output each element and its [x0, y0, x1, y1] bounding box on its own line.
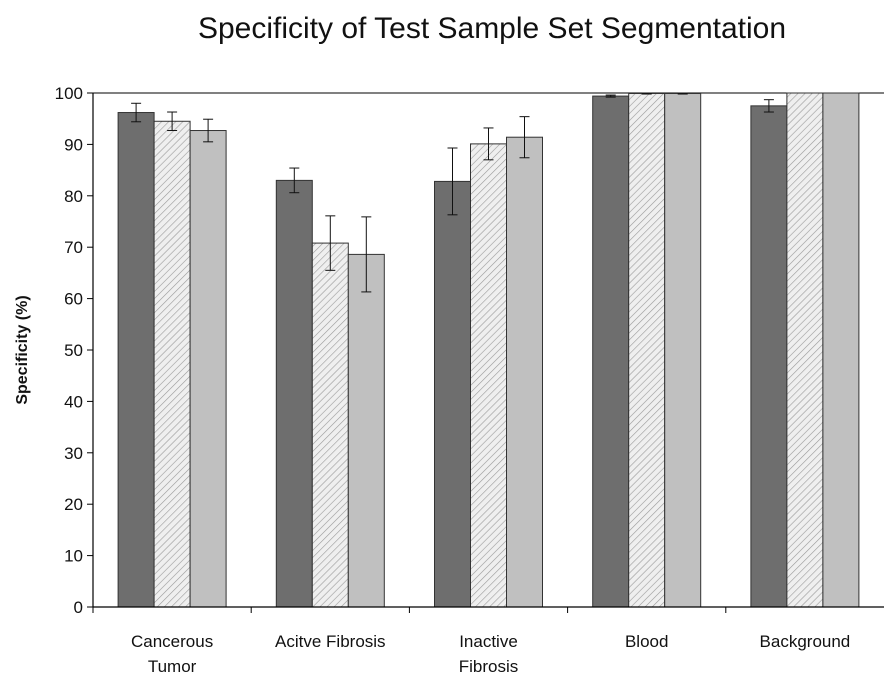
y-tick-label: 50 [64, 341, 83, 360]
chart-title: Specificity of Test Sample Set Segmentat… [197, 12, 787, 45]
x-category-label: Acitve Fibrosis [275, 632, 386, 651]
y-tick-label: 40 [64, 392, 83, 411]
x-category-label: Cancerous Tumor [131, 632, 213, 676]
bar [664, 93, 702, 608]
y-tick-label: 80 [64, 187, 83, 206]
bars-group [117, 92, 860, 608]
x-category-label: Inactive Fibrosis [459, 632, 519, 676]
y-axis: 0 10 20 30 40 50 60 70 80 90 100 [55, 84, 884, 617]
y-tick-label: 90 [64, 135, 83, 154]
y-tick-label: 100 [55, 84, 83, 103]
y-tick-label: 70 [64, 238, 83, 257]
bar [750, 105, 788, 608]
bar [189, 130, 227, 608]
y-tick-label: 60 [64, 290, 83, 309]
bar [117, 112, 155, 608]
bar [506, 136, 543, 608]
y-tick-label: 10 [64, 547, 83, 566]
bar [592, 95, 630, 608]
bar [628, 93, 666, 608]
y-tick-label: 30 [64, 444, 83, 463]
bar [153, 120, 191, 608]
bar [311, 242, 349, 608]
y-axis-label: Specificity (%) [14, 295, 31, 404]
bar [275, 179, 313, 608]
y-tick-label: 20 [64, 495, 83, 514]
bar [822, 92, 860, 608]
bar [786, 92, 824, 608]
bar [470, 143, 507, 608]
x-axis: Cancerous Tumor Acitve Fibrosis Inactive Fib… [92, 606, 884, 676]
x-category-label: Blood [625, 632, 668, 651]
x-category-label: Background [760, 632, 851, 651]
y-tick-label: 0 [74, 598, 83, 617]
bar [347, 253, 385, 608]
bar [434, 180, 471, 608]
